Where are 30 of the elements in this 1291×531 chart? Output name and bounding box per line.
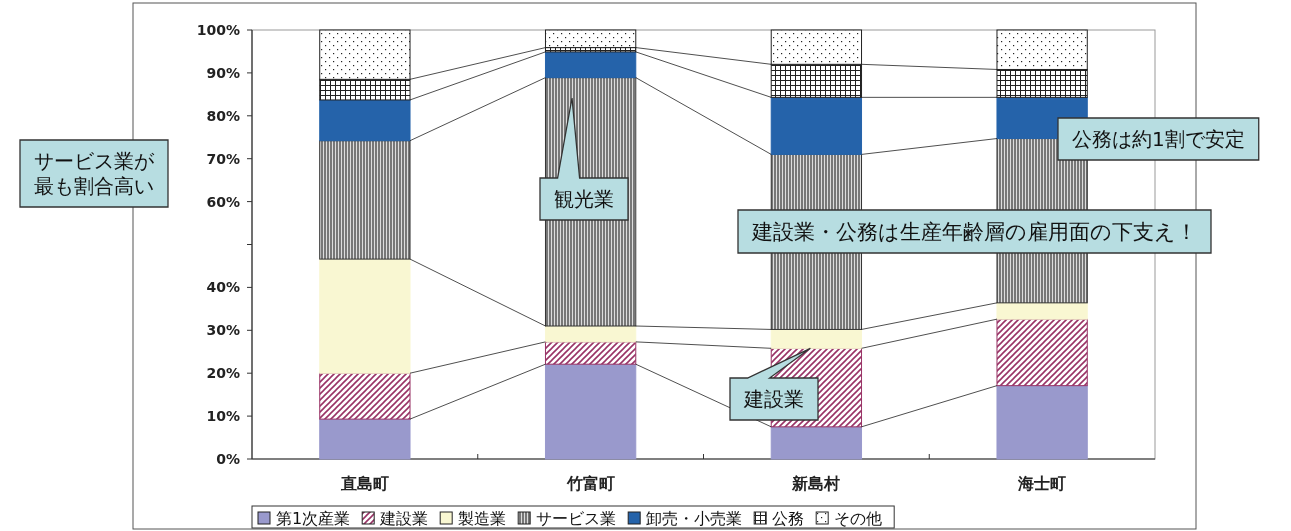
- x-tick-label: 海士町: [1017, 474, 1067, 493]
- legend-label: 卸売・小売業: [646, 509, 743, 528]
- y-tick-label: 60%: [206, 193, 240, 210]
- legend-label: 製造業: [458, 509, 507, 528]
- callout: 建設業: [729, 347, 819, 421]
- x-tick-label: 竹富町: [565, 474, 615, 493]
- annotation: 観光業: [554, 187, 614, 212]
- y-tick-label: 20%: [206, 365, 240, 382]
- y-tick-label: 100%: [196, 22, 240, 38]
- y-tick-label: 70%: [206, 150, 240, 167]
- y-tick-label: 80%: [206, 107, 240, 124]
- y-tick-label: 10%: [206, 408, 240, 425]
- x-tick-label: 新島村: [791, 474, 841, 493]
- y-tick-label: 40%: [206, 279, 240, 296]
- legend-label: 公務: [772, 509, 805, 528]
- annotation: 公務は約1割で安定: [1072, 127, 1245, 152]
- y-tick-label: 30%: [206, 322, 240, 339]
- x-tick-label: 直島町: [339, 474, 389, 493]
- callout: 建設業・公務は生産年齢層の雇用面の下支え！: [737, 209, 1212, 254]
- y-tick-label: 0%: [216, 451, 240, 467]
- legend-label: 第1次産業: [276, 509, 351, 528]
- annotation: 建設業・公務は生産年齢層の雇用面の下支え！: [751, 220, 1197, 245]
- callout: サービス業が最も割合高い: [19, 139, 169, 208]
- legend-label: その他: [834, 509, 883, 528]
- y-tick-label: 90%: [206, 64, 240, 81]
- legend-label: 建設業: [379, 509, 429, 528]
- callout: 公務は約1割で安定: [1057, 117, 1260, 161]
- callout: 観光業: [539, 97, 629, 221]
- annotation: 建設業: [743, 387, 804, 412]
- legend-label: サービス業: [536, 509, 617, 528]
